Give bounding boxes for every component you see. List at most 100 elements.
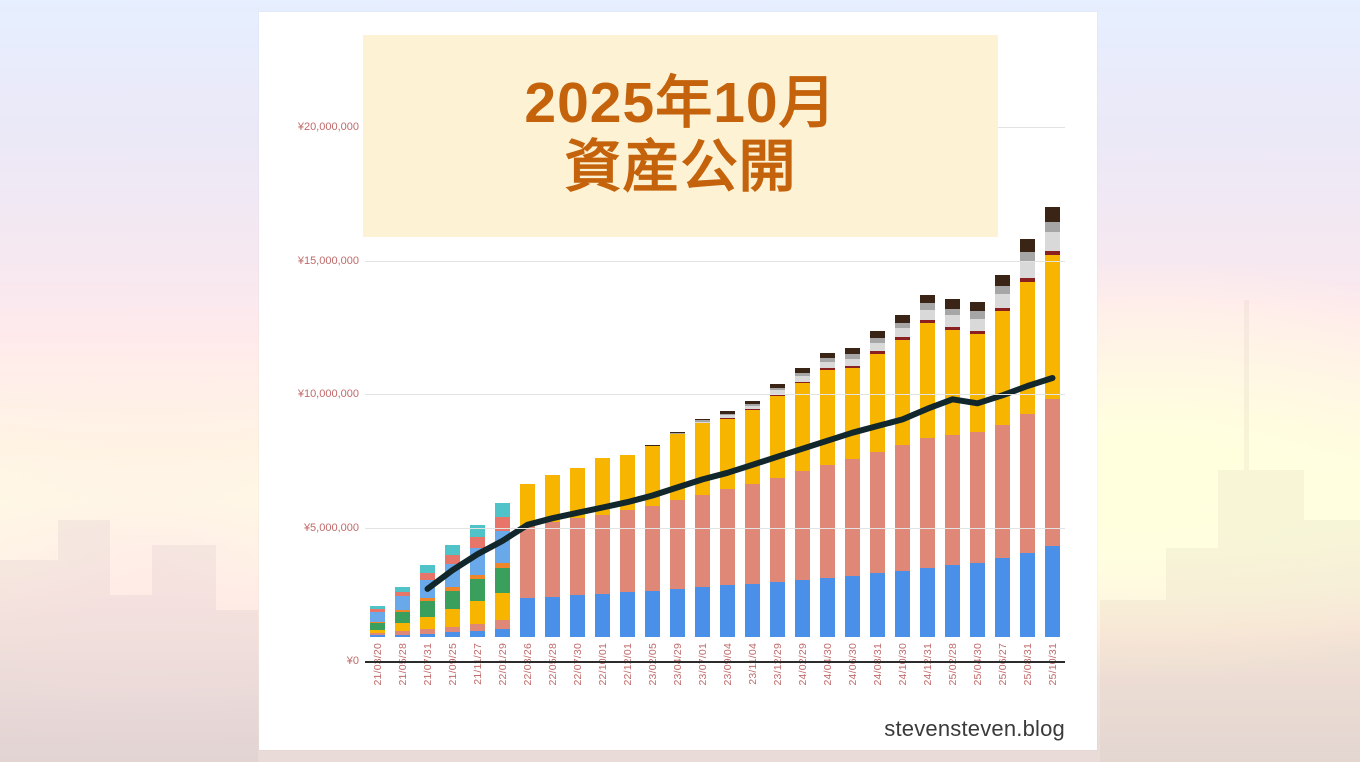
bar-segment bbox=[945, 299, 960, 309]
x-axis-tick-label: 22/01/29 bbox=[496, 643, 509, 686]
bar-segment bbox=[445, 590, 460, 610]
bar-segment bbox=[545, 475, 560, 523]
x-axis-tick-label: 25/04/30 bbox=[971, 643, 984, 686]
bar-segment bbox=[570, 518, 585, 596]
bar-segment bbox=[720, 489, 735, 586]
x-axis-tick-label: 23/02/05 bbox=[646, 643, 659, 686]
bar-segment bbox=[445, 609, 460, 627]
bar-column: 22/01/29 bbox=[495, 502, 510, 685]
y-axis-tick-label: ¥15,000,000 bbox=[297, 254, 359, 267]
bar-segment bbox=[970, 330, 985, 334]
bar-segment bbox=[370, 622, 385, 630]
bar-column: 24/10/30 bbox=[895, 314, 910, 685]
bar-segment bbox=[395, 634, 410, 637]
bar-segment bbox=[420, 616, 435, 630]
bar-segment bbox=[670, 434, 685, 501]
title-overlay-banner: 2025年10月 資産公開 bbox=[363, 35, 998, 237]
x-axis-tick-label: 22/03/26 bbox=[521, 643, 534, 686]
bar-segment bbox=[395, 631, 410, 635]
bar-segment bbox=[695, 422, 710, 495]
bar-column: 25/02/28 bbox=[945, 299, 960, 685]
bar-segment bbox=[445, 563, 460, 588]
bar-segment bbox=[445, 545, 460, 556]
x-axis-tick-label: 24/02/29 bbox=[796, 643, 809, 686]
bar-segment bbox=[870, 451, 885, 574]
bar-column: 23/02/05 bbox=[645, 445, 660, 685]
x-axis-tick-label: 24/04/30 bbox=[821, 643, 834, 686]
x-axis-tick-label: 24/08/31 bbox=[871, 643, 884, 686]
bar-segment bbox=[845, 575, 860, 637]
bar-segment bbox=[470, 630, 485, 637]
bar-segment bbox=[845, 365, 860, 368]
bar-segment bbox=[995, 285, 1010, 294]
bar-column: 23/12/29 bbox=[770, 383, 785, 685]
bar-segment bbox=[845, 458, 860, 576]
bar-column: 23/09/04 bbox=[720, 411, 735, 685]
bar-segment bbox=[795, 372, 810, 377]
bar-segment bbox=[395, 596, 410, 611]
bar-segment bbox=[370, 633, 385, 636]
x-axis-tick-label: 24/12/31 bbox=[921, 643, 934, 686]
bar-segment bbox=[745, 583, 760, 637]
bar-segment bbox=[520, 526, 535, 599]
bar-segment bbox=[370, 609, 385, 613]
bar-segment bbox=[820, 370, 835, 466]
bar-segment bbox=[745, 483, 760, 584]
bar-segment bbox=[420, 579, 435, 599]
bar-segment bbox=[920, 309, 935, 321]
bar-segment bbox=[945, 435, 960, 566]
x-axis-tick-label: 25/08/31 bbox=[1021, 643, 1034, 686]
x-axis-tick-label: 23/11/04 bbox=[746, 643, 759, 685]
bar-segment bbox=[895, 570, 910, 637]
x-axis-tick-label: 24/06/30 bbox=[846, 643, 859, 686]
bar-segment bbox=[995, 424, 1010, 559]
chart-card: 家族投資口座の資産推移 ¥0¥5,000,000¥10,000,000¥15,0… bbox=[259, 12, 1097, 750]
bar-segment bbox=[920, 294, 935, 304]
x-axis-tick-label: 22/12/01 bbox=[621, 643, 634, 686]
bar-segment bbox=[1020, 252, 1035, 262]
bar-segment bbox=[495, 629, 510, 637]
bar-segment bbox=[370, 621, 385, 623]
gridline bbox=[365, 394, 1065, 395]
bar-column: 25/10/31 bbox=[1045, 207, 1060, 685]
x-axis-tick-label: 21/09/25 bbox=[446, 643, 459, 686]
bar-column: 24/02/29 bbox=[795, 368, 810, 685]
overlay-line-1: 2025年10月 bbox=[524, 71, 837, 136]
bar-segment bbox=[445, 626, 460, 633]
bar-segment bbox=[1020, 277, 1035, 282]
bar-segment bbox=[945, 315, 960, 327]
bar-column: 25/08/31 bbox=[1020, 239, 1035, 685]
bar-segment bbox=[795, 368, 810, 373]
bar-column: 24/04/30 bbox=[820, 352, 835, 685]
bar-segment bbox=[895, 445, 910, 571]
y-axis-tick-label: ¥10,000,000 bbox=[297, 388, 359, 400]
bar-segment bbox=[895, 322, 910, 329]
bar-segment bbox=[1045, 399, 1060, 547]
bar-segment bbox=[695, 587, 710, 637]
bar-segment bbox=[795, 471, 810, 580]
x-axis-tick-label: 25/02/28 bbox=[946, 643, 959, 686]
x-axis-tick-label: 21/11/27 bbox=[471, 643, 484, 685]
bar-segment bbox=[395, 586, 410, 592]
x-axis-tick-label: 23/12/29 bbox=[771, 643, 784, 686]
bar-segment bbox=[1045, 546, 1060, 637]
bar-segment bbox=[1045, 232, 1060, 251]
site-watermark: stevensteven.blog bbox=[884, 716, 1065, 741]
bar-segment bbox=[1045, 222, 1060, 233]
bar-column: 21/11/27 bbox=[470, 524, 485, 685]
bar-segment bbox=[945, 329, 960, 436]
bar-segment bbox=[795, 579, 810, 637]
bar-segment bbox=[470, 601, 485, 624]
bar-segment bbox=[695, 494, 710, 588]
y-axis-tick-label: ¥5,000,000 bbox=[303, 521, 359, 534]
gridline bbox=[365, 527, 1065, 529]
bar-segment bbox=[370, 629, 385, 634]
bar-segment bbox=[495, 593, 510, 620]
bar-column: 22/05/28 bbox=[545, 475, 560, 685]
bar-segment bbox=[1020, 261, 1035, 278]
bar-segment bbox=[720, 585, 735, 637]
y-axis-tick-label: ¥20,000,000 bbox=[297, 121, 359, 133]
bar-segment bbox=[420, 598, 435, 601]
bar-segment bbox=[545, 522, 560, 597]
y-axis-tick-label: ¥0 bbox=[346, 655, 359, 667]
